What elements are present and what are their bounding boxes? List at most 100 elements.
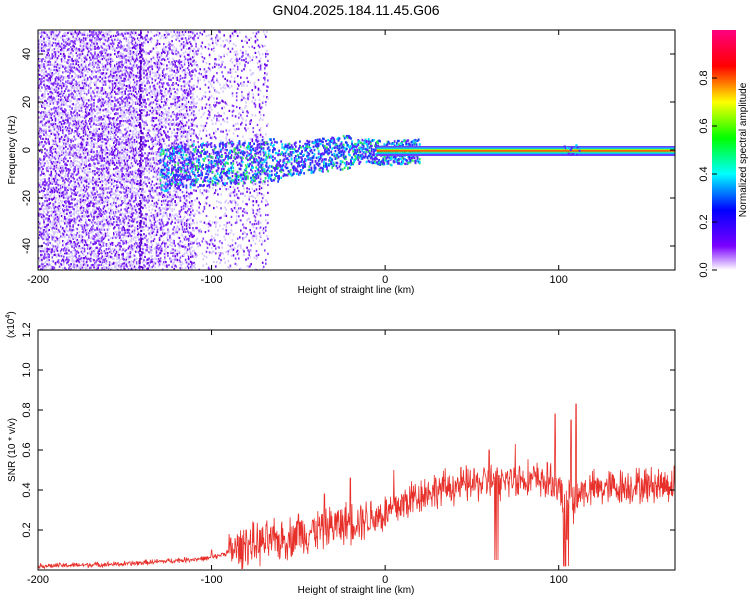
heatmap-cell [110,107,113,110]
heatmap-cell [111,89,114,92]
heatmap-cell [135,176,138,179]
heatmap-cell [130,197,133,200]
heatmap-cell [101,169,104,172]
heatmap-cell [130,219,133,222]
heatmap-cell [119,56,121,59]
heatmap-cell [42,263,44,266]
heatmap-cell [39,64,41,67]
heatmap-cell [83,69,86,72]
heatmap-cell [47,186,49,189]
heatmap-cell [133,61,136,64]
heatmap-cell [65,142,67,145]
heatmap-cell [119,227,121,230]
heatmap-cell [124,191,126,194]
heatmap-cell [136,169,139,172]
heatmap-cell [101,86,104,90]
heatmap-cell [111,157,114,160]
heatmap-cell [121,149,123,152]
heatmap-cell [48,236,50,239]
heatmap-cell [60,214,63,218]
heatmap-cell [82,96,85,99]
heatmap-cell [97,139,99,143]
heatmap-cell [69,138,71,141]
heatmap-cell [121,177,123,180]
heatmap-cell [65,174,67,177]
heatmap-cell [75,57,78,60]
heatmap-cell [108,45,111,48]
heatmap-cell [81,49,84,52]
heatmap-cell [63,113,65,116]
heatmap-cell [134,31,137,34]
heatmap-cell [107,94,110,97]
heatmap-cell [113,136,115,140]
heatmap-cell [40,158,42,162]
heatmap-cell [97,59,99,62]
heatmap-cell [66,61,68,64]
heatmap-cell [101,77,104,80]
heatmap-cell [58,168,61,171]
heatmap-cell [129,33,132,36]
heatmap-cell [86,203,89,206]
heatmap-cell [99,32,101,35]
heatmap-cell [138,242,140,245]
heatmap-cell [56,109,59,112]
heatmap-cell [116,61,118,64]
heatmap-cell [126,130,129,133]
heatmap-cell [132,245,135,248]
heatmap-cell [93,171,95,174]
heatmap-cell [97,35,99,38]
heatmap-cell [127,41,130,44]
heatmap-cell [63,185,65,188]
heatmap-cell [75,264,78,267]
heatmap-cell [65,200,67,203]
heatmap-cell [67,160,69,163]
heatmap-cell [134,111,137,114]
heatmap-cell [140,167,142,170]
heatmap-cell [129,195,132,199]
heatmap-cell [76,173,79,176]
heatmap-cell [134,128,137,131]
heatmap-cell [107,76,110,79]
heatmap-cell [140,87,142,90]
heatmap-cell [95,238,97,241]
heatmap-cell [116,193,118,197]
heatmap-cell [121,99,123,102]
heatmap-cell [51,265,54,269]
heatmap-cell [117,44,119,47]
heatmap-cell [126,100,129,103]
heatmap-cell [128,219,131,222]
heatmap-cell [129,58,132,61]
heatmap-cell [63,204,65,208]
heatmap-cell [82,209,85,212]
heatmap-cell [127,255,130,258]
heatmap-cell [71,230,73,233]
heatmap-cell [113,42,115,45]
heatmap-cell [54,107,57,110]
heatmap-cell [79,40,82,43]
heatmap-cell [86,141,89,144]
heatmap-cell [96,234,98,237]
heatmap-cell [65,206,67,209]
heatmap-cell [107,234,110,237]
heatmap-cell [46,101,48,105]
heatmap-cell [79,207,82,210]
heatmap-cell [117,130,119,133]
heatmap-cell [72,237,74,240]
heatmap-cell [42,160,44,163]
heatmap-cell [118,249,120,252]
heatmap-cell [45,121,47,124]
heatmap-cell [48,105,50,108]
heatmap-cell [50,90,53,93]
heatmap-cell [115,261,117,264]
heatmap-cell [130,240,133,243]
heatmap-cell [59,262,62,265]
heatmap-cell [74,95,76,98]
heatmap-cell [110,130,113,133]
heatmap-cell [131,53,134,56]
heatmap-cell [113,185,115,188]
heatmap-cell [122,167,124,170]
heatmap-cell [40,32,42,35]
heatmap-cell [122,114,124,117]
heatmap-cell [102,50,105,53]
heatmap-cell [75,62,78,65]
